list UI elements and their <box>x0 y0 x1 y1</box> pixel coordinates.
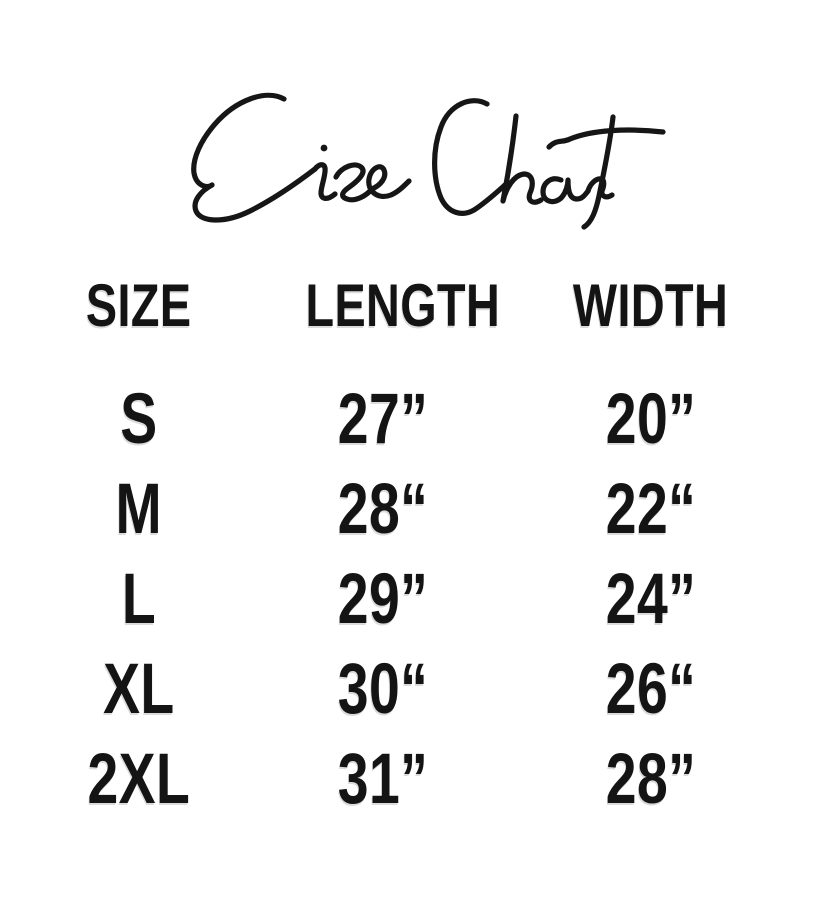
table-row-xl: XL 30“ 26“ <box>0 644 814 734</box>
length-cell: 28“ <box>278 474 488 545</box>
size-cell: S <box>0 384 278 455</box>
script-letter-a <box>540 176 591 205</box>
column-header-width: WIDTH <box>488 276 814 336</box>
column-header-size: SIZE <box>0 276 278 336</box>
table-row-l: L 29” 24” <box>0 554 814 644</box>
table-header-row: SIZE LENGTH WIDTH <box>0 276 814 336</box>
width-value: 22“ <box>605 469 697 549</box>
script-letter-t <box>581 114 616 230</box>
length-value: 31” <box>337 739 429 819</box>
width-cell: 20” <box>488 384 814 455</box>
table-row-m: M 28“ 22“ <box>0 464 814 554</box>
script-t-crossbar <box>546 127 666 150</box>
size-value: M <box>115 469 163 549</box>
size-value: L <box>121 559 157 639</box>
size-value: 2XL <box>87 739 191 819</box>
size-value: XL <box>103 649 175 729</box>
size-cell: 2XL <box>0 744 278 815</box>
width-cell: 26“ <box>488 654 814 725</box>
size-cell: L <box>0 564 278 635</box>
script-letter-S <box>191 92 318 223</box>
size-value: S <box>120 379 158 459</box>
width-cell: 22“ <box>488 474 814 545</box>
width-value: 26“ <box>605 649 697 729</box>
length-value: 27” <box>337 379 429 459</box>
column-header-size-label: SIZE <box>86 272 192 339</box>
length-value: 28“ <box>337 469 429 549</box>
length-cell: 31” <box>278 744 488 815</box>
script-letter-e <box>366 164 412 199</box>
size-cell: XL <box>0 654 278 725</box>
length-cell: 30“ <box>278 654 488 725</box>
script-letter-h <box>500 113 544 205</box>
column-header-width-label: WIDTH <box>573 272 729 339</box>
width-value: 24” <box>605 559 697 639</box>
length-value: 29” <box>337 559 429 639</box>
script-letter-z <box>333 162 375 203</box>
size-cell: M <box>0 474 278 545</box>
table-row-2xl: 2XL 31” 28” <box>0 734 814 824</box>
table-body: S 27” 20” M 28“ 22“ L 29” 24” XL 30“ 26“… <box>0 374 814 824</box>
column-header-length-label: LENGTH <box>305 272 501 339</box>
script-letter-i <box>312 162 338 201</box>
title-script <box>191 92 666 230</box>
table-row-s: S 27” 20” <box>0 374 814 464</box>
width-cell: 24” <box>488 564 814 635</box>
size-table: SIZE LENGTH WIDTH S 27” 20” M 28“ 22“ L <box>0 276 814 824</box>
script-letter-C <box>432 98 508 216</box>
length-value: 30“ <box>337 649 429 729</box>
column-header-length: LENGTH <box>278 276 499 336</box>
width-value: 20” <box>605 379 697 459</box>
script-i-dot <box>320 144 328 152</box>
width-value: 28” <box>605 739 697 819</box>
length-cell: 29” <box>278 564 488 635</box>
length-cell: 27” <box>278 384 488 455</box>
width-cell: 28” <box>488 744 814 815</box>
